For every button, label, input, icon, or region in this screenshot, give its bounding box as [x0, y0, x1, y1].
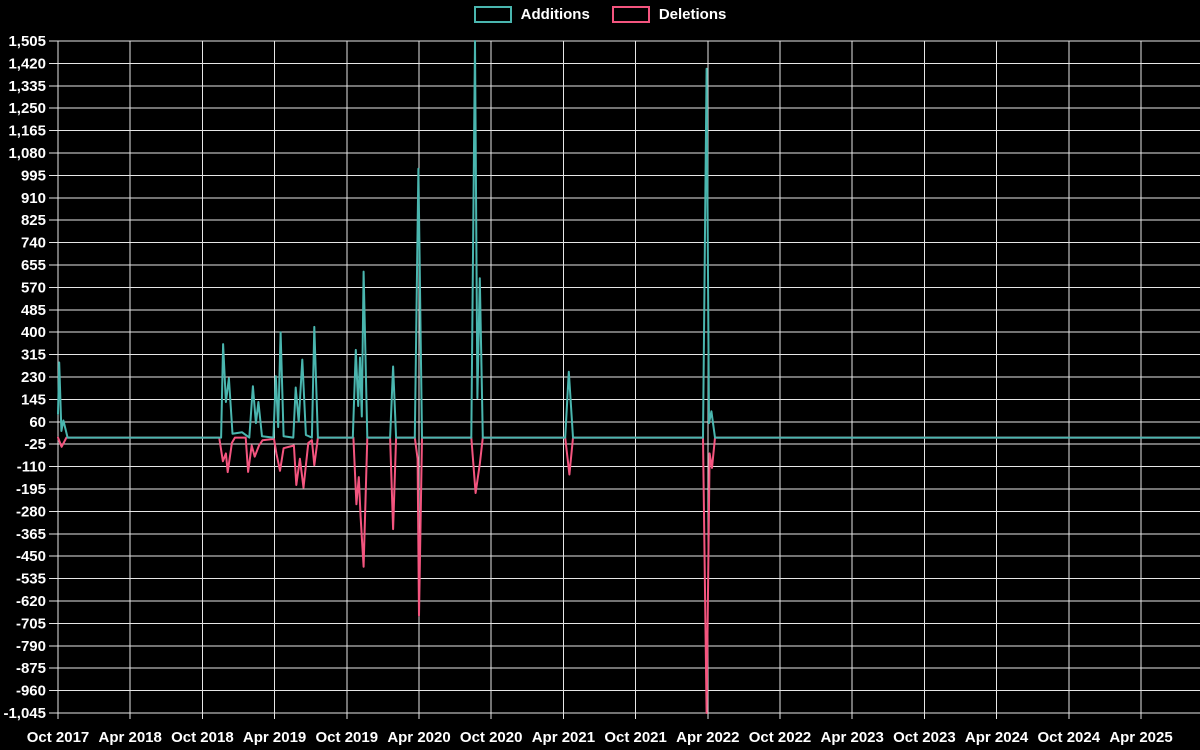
- series-line-additions: [57, 40, 1200, 439]
- x-tick-label: Oct 2024: [1038, 729, 1101, 746]
- y-tick-label: 740: [21, 235, 46, 252]
- y-tick-label: 400: [21, 324, 46, 341]
- x-tick-label: Oct 2017: [27, 729, 90, 746]
- x-tick-label: Apr 2022: [676, 729, 739, 746]
- x-tick-label: Apr 2019: [243, 729, 306, 746]
- y-tick-label: -110: [17, 459, 46, 476]
- additions-swatch-icon: [473, 6, 512, 23]
- x-tick-label: Oct 2023: [893, 729, 956, 746]
- y-tick-label: -535: [16, 571, 46, 588]
- x-tick-label: Apr 2020: [387, 729, 450, 746]
- x-tick-label: Oct 2020: [460, 729, 523, 746]
- y-tick-label: -705: [16, 615, 46, 632]
- x-tick-label: Apr 2023: [821, 729, 884, 746]
- y-tick-label: -960: [16, 683, 46, 700]
- y-tick-label: 1,335: [8, 78, 46, 95]
- y-tick-label: 1,165: [8, 123, 46, 140]
- deletions-swatch-icon: [611, 6, 650, 23]
- x-tick-label: Apr 2021: [532, 729, 595, 746]
- y-tick-label: 825: [21, 212, 46, 229]
- y-tick-label: 315: [21, 347, 46, 364]
- x-tick-label: Apr 2024: [965, 729, 1029, 746]
- y-tick-label: -790: [16, 638, 46, 655]
- x-tick-label: Oct 2019: [316, 729, 379, 746]
- y-tick-label: -195: [16, 481, 46, 498]
- legend-item-deletions[interactable]: Deletions: [611, 6, 727, 23]
- y-tick-label: 230: [21, 369, 46, 386]
- y-tick-label: 485: [21, 302, 46, 319]
- chart-legend: Additions Deletions: [0, 6, 1200, 23]
- y-tick-label: -280: [16, 503, 46, 520]
- y-tick-label: -450: [16, 548, 46, 565]
- y-tick-label: -620: [16, 593, 46, 610]
- y-tick-label: 995: [21, 167, 46, 184]
- y-tick-label: 1,250: [8, 100, 46, 117]
- x-tick-label: Apr 2018: [99, 729, 162, 746]
- legend-label-additions: Additions: [520, 6, 590, 23]
- y-tick-label: 910: [21, 190, 46, 207]
- y-tick-label: -25: [24, 436, 46, 453]
- y-tick-label: -365: [16, 526, 46, 543]
- x-tick-label: Oct 2022: [749, 729, 812, 746]
- y-tick-label: -875: [16, 660, 46, 677]
- y-tick-label: 1,505: [8, 33, 46, 50]
- y-tick-label: 60: [29, 414, 46, 431]
- y-tick-label: 145: [21, 391, 46, 408]
- legend-item-additions[interactable]: Additions: [473, 6, 590, 23]
- y-tick-label: 570: [21, 279, 46, 296]
- legend-label-deletions: Deletions: [658, 6, 727, 23]
- y-tick-label: -1,045: [3, 705, 46, 722]
- series-line-deletions: [57, 436, 1200, 714]
- y-tick-label: 655: [21, 257, 46, 274]
- x-tick-label: Oct 2018: [171, 729, 234, 746]
- x-tick-label: Apr 2025: [1109, 729, 1172, 746]
- y-tick-label: 1,080: [8, 145, 46, 162]
- x-tick-label: Oct 2021: [604, 729, 667, 746]
- y-tick-label: 1,420: [8, 55, 46, 72]
